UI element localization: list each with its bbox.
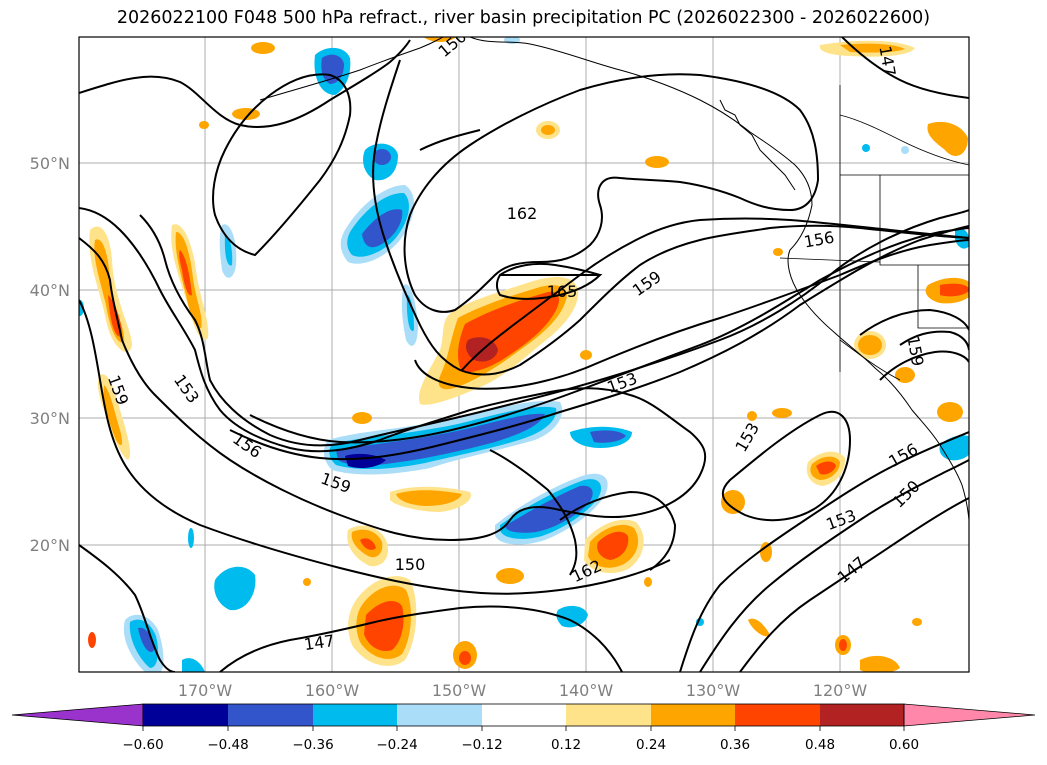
lat-tick-label: 40°N <box>30 281 70 300</box>
colorbar-tick-label: 0.24 <box>636 737 666 753</box>
lat-tick-label: 20°N <box>30 536 70 555</box>
colorbar-tick-label: −0.36 <box>292 737 333 753</box>
colorbar-tick-label: 0.60 <box>889 737 919 753</box>
lon-tick-label: 140°W <box>559 681 614 700</box>
latitude-labels: 50°N 40°N 30°N 20°N <box>30 154 70 555</box>
colorbar-segment <box>651 704 735 726</box>
lat-tick-label: 50°N <box>30 154 70 173</box>
contour-label: 162 <box>507 204 538 223</box>
colorbar-tick-label: −0.48 <box>207 737 248 753</box>
colorbar-segment <box>482 704 566 726</box>
contour-label: 147 <box>303 631 336 654</box>
colorbar-segment <box>735 704 820 726</box>
colorbar-segment <box>820 704 904 726</box>
lon-tick-label: 150°W <box>432 681 487 700</box>
chart-title: 2026022100 F048 500 hPa refract., river … <box>116 8 931 28</box>
colorbar-segment <box>566 704 651 726</box>
lon-tick-label: 170°W <box>178 681 233 700</box>
colorbar-extend-high <box>903 703 1036 727</box>
colorbar-tick-label: 0.48 <box>805 737 835 753</box>
colorbar-tick-label: −0.60 <box>122 737 163 753</box>
colorbar-segment <box>228 704 313 726</box>
lon-tick-label: 130°W <box>686 681 741 700</box>
colorbar-segment <box>313 704 397 726</box>
colorbar-segment <box>143 704 228 726</box>
refractivity-contours <box>79 37 969 672</box>
coastlines <box>259 37 969 521</box>
contour-label: 165 <box>547 282 578 301</box>
negative-precip-areas <box>79 37 969 672</box>
longitude-labels: 170°W 160°W 150°W 140°W 130°W 120°W <box>178 681 868 700</box>
colorbar-tick-label: −0.24 <box>376 737 417 753</box>
colorbar-tick-label: 0.12 <box>551 737 581 753</box>
colorbar-segment <box>397 704 482 726</box>
lon-tick-label: 160°W <box>305 681 360 700</box>
map-frame <box>78 36 970 673</box>
colorbar-tick-label: −0.12 <box>461 737 502 753</box>
positive-precip-areas <box>88 37 969 672</box>
colorbar-extend-low <box>11 703 144 727</box>
colorbar: −0.60 −0.48 −0.36 −0.24 −0.12 0.12 0.24 … <box>11 703 1036 753</box>
contour-label: 150 <box>395 555 426 574</box>
lat-tick-label: 30°N <box>30 409 70 428</box>
lon-tick-label: 120°W <box>813 681 868 700</box>
colorbar-tick-label: 0.36 <box>720 737 750 753</box>
